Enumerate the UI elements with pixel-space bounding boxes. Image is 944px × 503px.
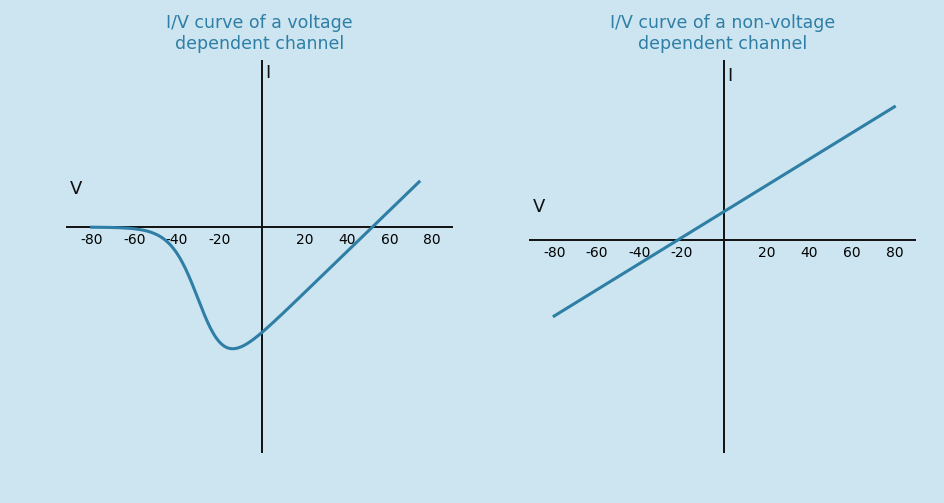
Text: I: I xyxy=(728,67,733,85)
Text: V: V xyxy=(533,198,546,216)
Text: I: I xyxy=(265,64,270,82)
Title: I/V curve of a non-voltage
dependent channel: I/V curve of a non-voltage dependent cha… xyxy=(610,15,834,53)
Text: V: V xyxy=(71,180,83,198)
Title: I/V curve of a voltage
dependent channel: I/V curve of a voltage dependent channel xyxy=(166,15,353,53)
